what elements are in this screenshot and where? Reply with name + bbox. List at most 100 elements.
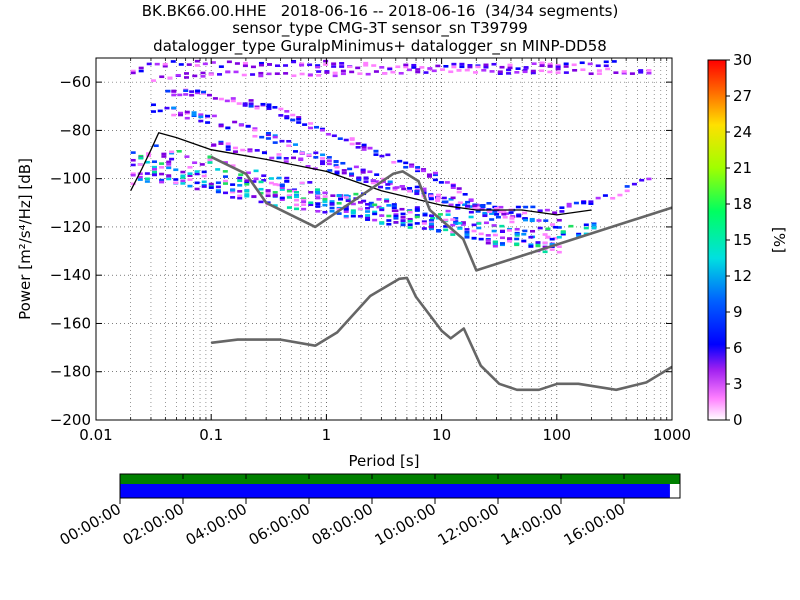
ppsd-cell [205,121,211,124]
ppsd-cell [350,202,356,206]
ppsd-cell [379,207,385,210]
ppsd-cell [265,137,271,140]
ppsd-cell [459,62,465,66]
ppsd-cell [514,232,520,236]
ppsd-cell [363,63,369,67]
ppsd-cell [391,206,397,210]
ppsd-cell [421,222,427,225]
ppsd-cell [286,189,292,193]
ppsd-cell [251,195,257,198]
ppsd-cell [327,169,333,172]
ppsd-cell [350,209,356,212]
ppsd-cell [560,231,566,234]
ppsd-cell [184,110,190,114]
ppsd-cell [568,224,574,228]
ppsd-cell [298,158,304,162]
ppsd-cell [272,183,278,186]
ppsd-cell [372,203,378,207]
ppsd-cell [265,191,271,195]
ppsd-cell [187,174,193,177]
ppsd-cell [237,196,243,200]
ppsd-cell [259,135,265,139]
ppsd-cell [492,210,498,213]
ppsd-cell [522,229,528,233]
ppsd-cell [489,218,495,221]
ppsd-cell [539,61,545,65]
ppsd-cell [144,180,150,183]
ppsd-cell [151,167,157,171]
ppsd-cell [340,161,346,165]
ppsd-cell [523,205,529,209]
ppsd-cell [169,151,175,155]
ppsd-cell [308,190,314,194]
ppsd-cell [151,165,157,169]
ppsd-cell [306,153,312,157]
ppsd-cell [240,148,246,152]
ppsd-cell [159,178,165,182]
ppsd-cell [535,241,541,244]
ppsd-cell [261,174,267,177]
ppsd-cell [230,196,236,199]
ppsd-cell [290,113,296,117]
ppsd-cell [483,221,489,225]
ppsd-cell [225,148,231,151]
ppsd-cell [294,190,300,194]
ppsd-cell [320,162,326,166]
ppsd-cell [491,62,497,66]
plot-frame [95,57,673,421]
ppsd-cell [230,99,236,103]
ppsd-cell [443,200,449,204]
ppsd-cell [261,151,267,155]
ppsd-cell [166,160,172,164]
ppsd-cell [226,60,232,64]
ppsd-cell [138,156,144,160]
ppsd-cell [265,194,271,198]
ppsd-cell [400,221,406,224]
ppsd-cell [194,170,200,173]
ppsd-cell [499,236,505,240]
ppsd-cell [591,223,597,227]
ppsd-cell [483,63,489,67]
ppsd-cell [430,216,436,220]
ppsd-cell [409,165,415,168]
ppsd-cell [272,204,278,207]
ppsd-cell [302,123,308,126]
ppsd-cell [547,64,553,68]
ppsd-cell [347,65,353,69]
ppsd-cell [444,181,450,184]
ppsd-cell [265,133,271,137]
ppsd-cell [453,217,459,220]
ppsd-cell [194,64,200,67]
ppsd-cell [556,250,562,254]
ppsd-cell [284,115,290,118]
ppsd-cell [399,207,405,211]
ppsd-cell [200,71,206,75]
ppsd-cell [550,223,556,226]
ppsd-cell [266,103,272,107]
ppsd-cell [499,224,505,228]
colorbar-label: [%] [770,227,788,253]
ppsd-cell [314,188,320,191]
ppsd-cell [509,217,515,220]
ppsd-cell [191,111,197,114]
ppsd-cell [258,200,264,204]
ppsd-cell [539,64,545,68]
ppsd-cell [201,92,207,95]
ppsd-cell [451,62,457,66]
ppsd-cell [195,89,201,93]
ppsd-cell [468,198,474,201]
ppsd-cell [638,69,644,72]
ppsd-cell [343,214,349,218]
ppsd-cell [368,201,374,205]
ppsd-cell [208,73,214,76]
ppsd-cell [315,64,321,67]
ppsd-cell [299,152,305,155]
ppsd-cell [528,243,534,247]
ppsd-cell [414,185,420,189]
ppsd-cell [621,70,627,73]
ppsd-cell [144,177,150,181]
ppsd-cell [283,160,289,163]
ppsd-cell [537,209,543,213]
ppsd-cell [308,126,314,130]
ppsd-cell [272,141,278,144]
